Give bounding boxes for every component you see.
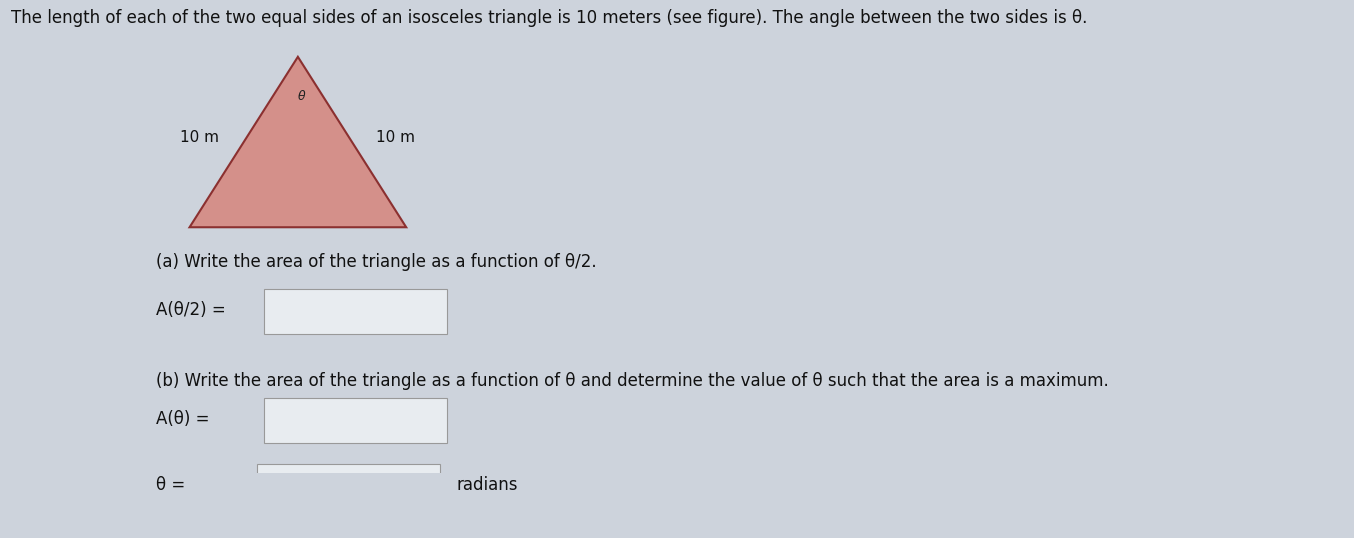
FancyBboxPatch shape (264, 289, 447, 334)
FancyBboxPatch shape (264, 398, 447, 443)
Text: (a) Write the area of the triangle as a function of θ/2.: (a) Write the area of the triangle as a … (156, 253, 596, 271)
Text: 10 m: 10 m (376, 130, 416, 145)
Text: A(θ/2) =: A(θ/2) = (156, 301, 226, 319)
FancyBboxPatch shape (257, 464, 440, 509)
Text: θ: θ (298, 90, 306, 103)
Text: A(θ) =: A(θ) = (156, 410, 210, 428)
Text: θ =: θ = (156, 476, 185, 494)
Text: radians: radians (456, 476, 517, 494)
Polygon shape (190, 57, 406, 227)
Text: The length of each of the two equal sides of an isosceles triangle is 10 meters : The length of each of the two equal side… (11, 10, 1087, 27)
Text: 10 m: 10 m (180, 130, 219, 145)
Text: (b) Write the area of the triangle as a function of θ and determine the value of: (b) Write the area of the triangle as a … (156, 372, 1109, 390)
